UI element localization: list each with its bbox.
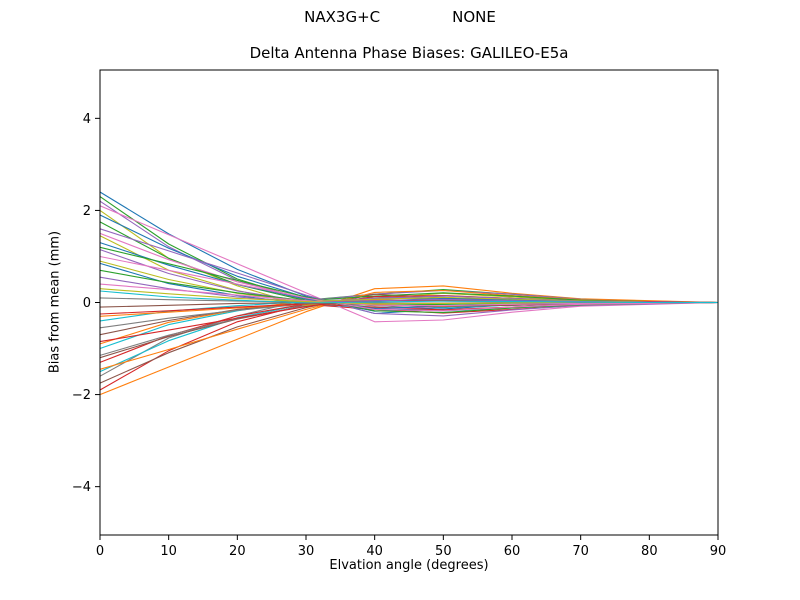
y-tick-label: 2 (83, 204, 91, 219)
y-tick-label: 0 (83, 296, 91, 311)
data-line (99, 283, 719, 307)
data-line (99, 221, 719, 304)
data-line (99, 205, 719, 323)
data-line (99, 285, 719, 396)
suptitle-right-label: NONE (452, 8, 496, 26)
y-axis-label: Bias from mean (mm) (47, 230, 63, 374)
y-tick-label: 4 (83, 112, 91, 127)
x-tick-label: 30 (298, 544, 315, 559)
data-line (99, 301, 719, 373)
x-tick-label: 60 (504, 544, 521, 559)
data-line (99, 290, 718, 304)
suptitle-left-label: NAX3G+C (304, 8, 381, 26)
y-tick-label: −2 (72, 388, 91, 403)
x-tick-label: 80 (641, 544, 658, 559)
x-tick-label: 0 (96, 544, 104, 559)
suptitle: NAX3G+C NONE (0, 8, 800, 26)
x-tick-label: 50 (435, 544, 452, 559)
x-tick-label: 90 (710, 544, 727, 559)
x-tick-label: 70 (572, 544, 589, 559)
x-tick-label: 10 (160, 544, 177, 559)
x-axis-label: Elvation angle (degrees) (329, 558, 489, 573)
y-tick-label: −4 (72, 480, 91, 495)
chart-title: Delta Antenna Phase Biases: GALILEO-E5a (249, 44, 569, 62)
x-tick-label: 40 (366, 544, 383, 559)
x-tick-label: 20 (229, 544, 246, 559)
data-line (99, 255, 719, 312)
